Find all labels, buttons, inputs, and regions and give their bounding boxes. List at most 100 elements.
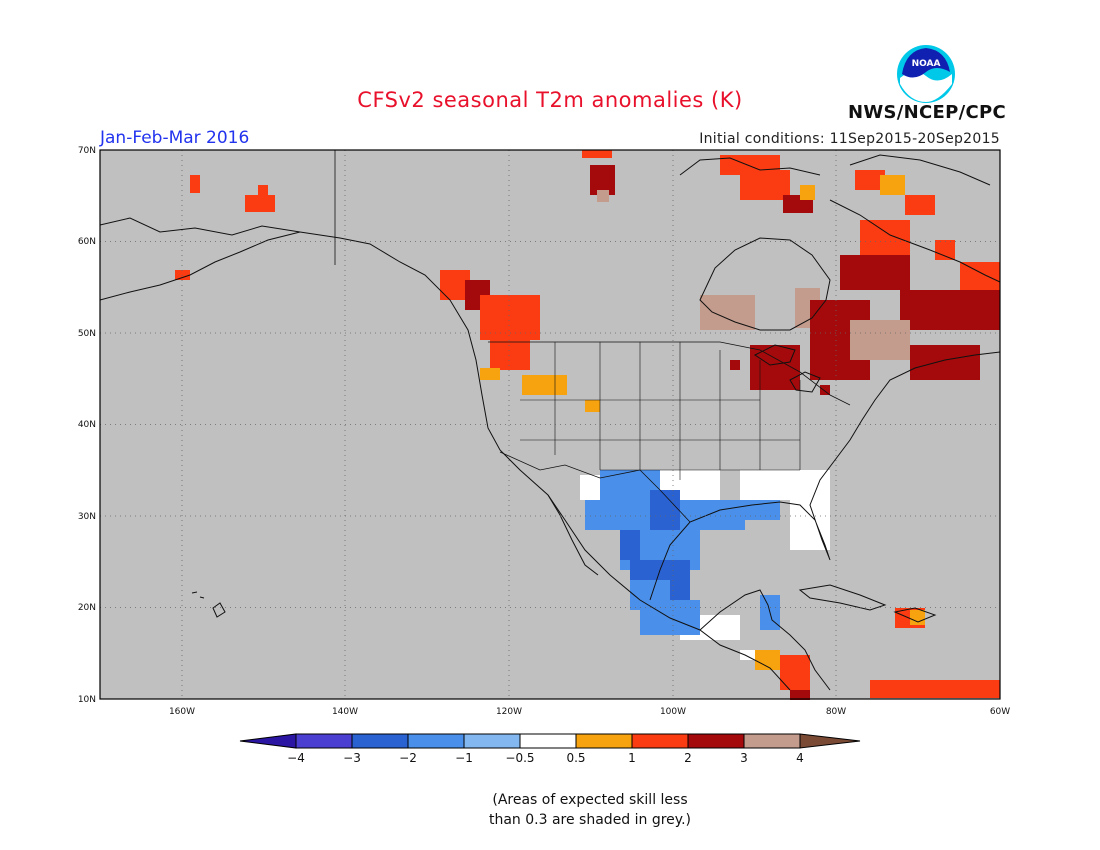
political-borders [334,150,851,523]
anomaly-cell [480,368,500,380]
west-coast-line [99,217,791,691]
lat-label: 10N [78,695,96,705]
anomaly-cell [730,360,740,370]
lon-label: 100W [660,707,686,717]
anomaly-cell [880,175,905,195]
anomaly-cell [245,195,275,212]
colorbar-tick-label: −0.5 [505,751,534,765]
anomaly-cell [910,610,925,625]
skill-note: (Areas of expected skill less than 0.3 a… [440,790,740,830]
lat-label: 70N [78,146,96,156]
colorbar-bin [295,733,353,749]
anomaly-cell [870,680,1000,698]
longitude-labels: 160W 140W 120W 100W 80W 60W [169,707,1010,717]
alaska-south-coast [99,231,301,301]
colorbar-tick-label: −1 [455,751,473,765]
skill-note-line: (Areas of expected skill less [492,792,688,808]
colorbar-right-arrow [799,733,861,749]
anomaly-cell [740,170,790,200]
state-borders [520,342,801,480]
colorbar-tick-label: 3 [740,751,748,765]
anomaly-cell [620,530,640,560]
anomaly-cell [480,295,540,340]
colorbar-bin [463,733,521,749]
anomaly-cell [910,345,980,380]
colorbar-tick-label: 1 [628,751,636,765]
svg-text:NOAA: NOAA [912,59,941,69]
lake-huron [789,371,821,393]
anomaly-cell [780,655,810,690]
anomaly-cell [960,262,1000,292]
latitude-labels: 70N 60N 50N 40N 30N 20N 10N [78,146,96,705]
anomaly-cell [580,475,600,500]
anomaly-cell [597,190,609,202]
anomaly-cell [755,650,780,670]
lat-label: 60N [78,237,96,247]
colorbar-tick-label: −4 [287,751,305,765]
hudson-bay [699,237,831,331]
agency-label: NWS/NCEP/CPC [848,102,1007,123]
coastlines [99,154,1001,691]
anomaly-cell [860,220,910,260]
season-label: Jan-Feb-Mar 2016 [100,128,250,148]
hawaii [212,602,226,618]
anomaly-cell [650,490,680,530]
baja-peninsula [547,494,599,576]
anomaly-cell [190,175,200,193]
lon-label: 120W [496,707,522,717]
colorbar-tick-label: −2 [399,751,417,765]
anomaly-cell [820,385,830,395]
anomaly-cell [175,270,190,280]
anomaly-cell [850,320,910,360]
anomaly-cell [855,170,885,190]
anomaly-cell [840,255,910,290]
lat-label: 50N [78,329,96,339]
noaa-logo: NOAA [896,44,956,104]
cuba [798,584,887,611]
lat-label: 30N [78,512,96,522]
skill-note-line: than 0.3 are shaded in grey.) [488,812,691,828]
anomaly-cell [905,195,935,215]
anomaly-cell [740,650,755,660]
hispaniola [893,607,937,623]
colorbar-tick-label: 2 [684,751,692,765]
colorbar: −4 −3 −2 −1 −0.5 0.5 1 2 3 4 [239,733,861,765]
colorbar-bin [519,733,577,749]
colorbar-tick-label: −3 [343,751,361,765]
lat-label: 40N [78,420,96,430]
anomaly-cell [800,185,815,200]
colorbar-bin [351,733,409,749]
map-panel: 70N 60N 50N 40N 30N 20N 10N 160W 140W 12… [78,146,1010,717]
anomaly-cell [258,185,268,197]
anomaly-cell [790,690,810,700]
anomaly-cell [900,290,1000,330]
colorbar-bin [743,733,801,749]
colorbar-bin [575,733,633,749]
us-mexico-border [499,451,691,523]
anomaly-cell [935,240,955,260]
anomaly-cells [175,150,1000,700]
anomaly-cell [522,375,567,395]
lon-label: 80W [826,707,846,717]
lon-label: 60W [990,707,1010,717]
anomaly-cell [700,295,755,330]
central-america-coast [699,589,831,691]
gulf-atlantic-coast [649,351,1001,601]
map-frame [99,149,1001,700]
colorbar-tick-label: 0.5 [566,751,585,765]
lake-superior [754,344,796,366]
labrador-coast [829,199,1001,283]
colorbar-tick-label: 4 [796,751,804,765]
anomaly-cell [490,340,530,370]
colorbar-bin [407,733,465,749]
lat-label: 20N [78,603,96,613]
colorbar-bin [631,733,689,749]
chart-title: CFSv2 seasonal T2m anomalies (K) [357,88,743,112]
lon-label: 160W [169,707,195,717]
colorbar-left-arrow [239,733,297,749]
anomaly-cell [740,470,830,500]
arctic-island-1 [679,157,821,176]
anomaly-cell [582,150,612,158]
graticule [100,150,1000,699]
